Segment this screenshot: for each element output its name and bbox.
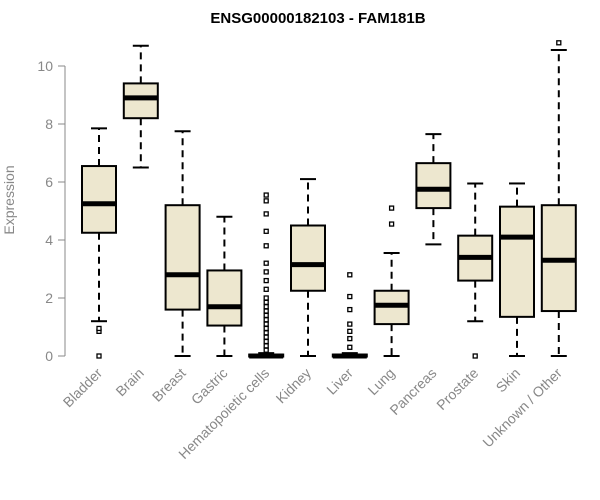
outlier-point [347,335,353,342]
outlier-point [388,205,395,211]
y-tick-label: 4 [45,232,53,248]
outlier-point [263,312,269,319]
box-body [290,224,326,292]
box-body [164,204,201,311]
box-body [81,165,117,234]
outlier-point [263,347,269,353]
box-unknown-other [540,40,577,357]
y-tick-label: 0 [45,348,53,364]
outlier-point [96,325,102,332]
box-prostate [457,182,494,359]
outlier-point [347,321,353,327]
outlier-point [263,343,269,349]
x-tick-label: Unknown / Other [479,365,565,451]
outlier-point [263,286,269,292]
outlier-point [347,306,353,313]
box-bladder [81,127,117,359]
box-hematopoietic-cells [248,192,285,359]
y-tick-label: 8 [45,116,53,132]
box-lung [373,205,410,357]
outlier-point [388,221,395,227]
x-tick-label: Kidney [273,365,315,407]
box-kidney [290,178,326,357]
outlier-point [263,299,269,306]
outlier-point [263,317,269,323]
box-body [122,82,159,120]
y-tick-label: 10 [37,58,53,74]
box-group [81,40,577,359]
outlier-point [263,260,269,266]
y-axis: 0 2 4 6 8 10 [37,58,66,364]
outlier-point [263,295,269,301]
outlier-point [263,334,269,340]
x-tick-label: Breast [149,365,189,405]
box-gastric [206,215,243,357]
outlier-point [263,277,269,284]
box-body [206,269,243,327]
box-pancreas [415,133,452,246]
chart-title: ENSG00000182103 - FAM181B [210,10,425,27]
x-tick-label: Lung [364,365,397,398]
box-skin [499,182,535,357]
outlier-point [263,243,269,249]
y-axis-label: Expression [1,165,17,234]
x-tick-label: Brain [112,365,146,399]
x-tick-label: Skin [493,365,524,396]
outlier-point [556,40,562,46]
outlier-point [96,353,102,359]
y-tick-label: 2 [45,290,53,306]
outlier-point [472,353,478,359]
outlier-point [263,211,269,217]
x-tick-label: Bladder [60,365,106,411]
outlier-point [263,325,269,332]
outlier-point [263,192,269,198]
outlier-point [347,328,353,335]
outlier-point [263,228,269,234]
y-tick-label: 6 [45,174,53,190]
outlier-point [263,304,269,310]
box-body [415,162,452,210]
box-liver [331,272,368,359]
outlier-point [347,293,353,300]
x-tick-label: Liver [323,365,356,398]
box-body [499,205,535,318]
outlier-point [263,308,269,314]
outlier-point [347,344,353,350]
x-tick-label: Prostate [433,365,481,413]
outlier-point [263,338,269,345]
box-brain [122,44,159,169]
outlier-point [263,321,269,327]
outlier-point [347,272,353,278]
outlier-point [263,269,269,275]
outlier-point [263,330,269,336]
outlier-point [263,198,269,204]
box-breast [164,130,201,357]
